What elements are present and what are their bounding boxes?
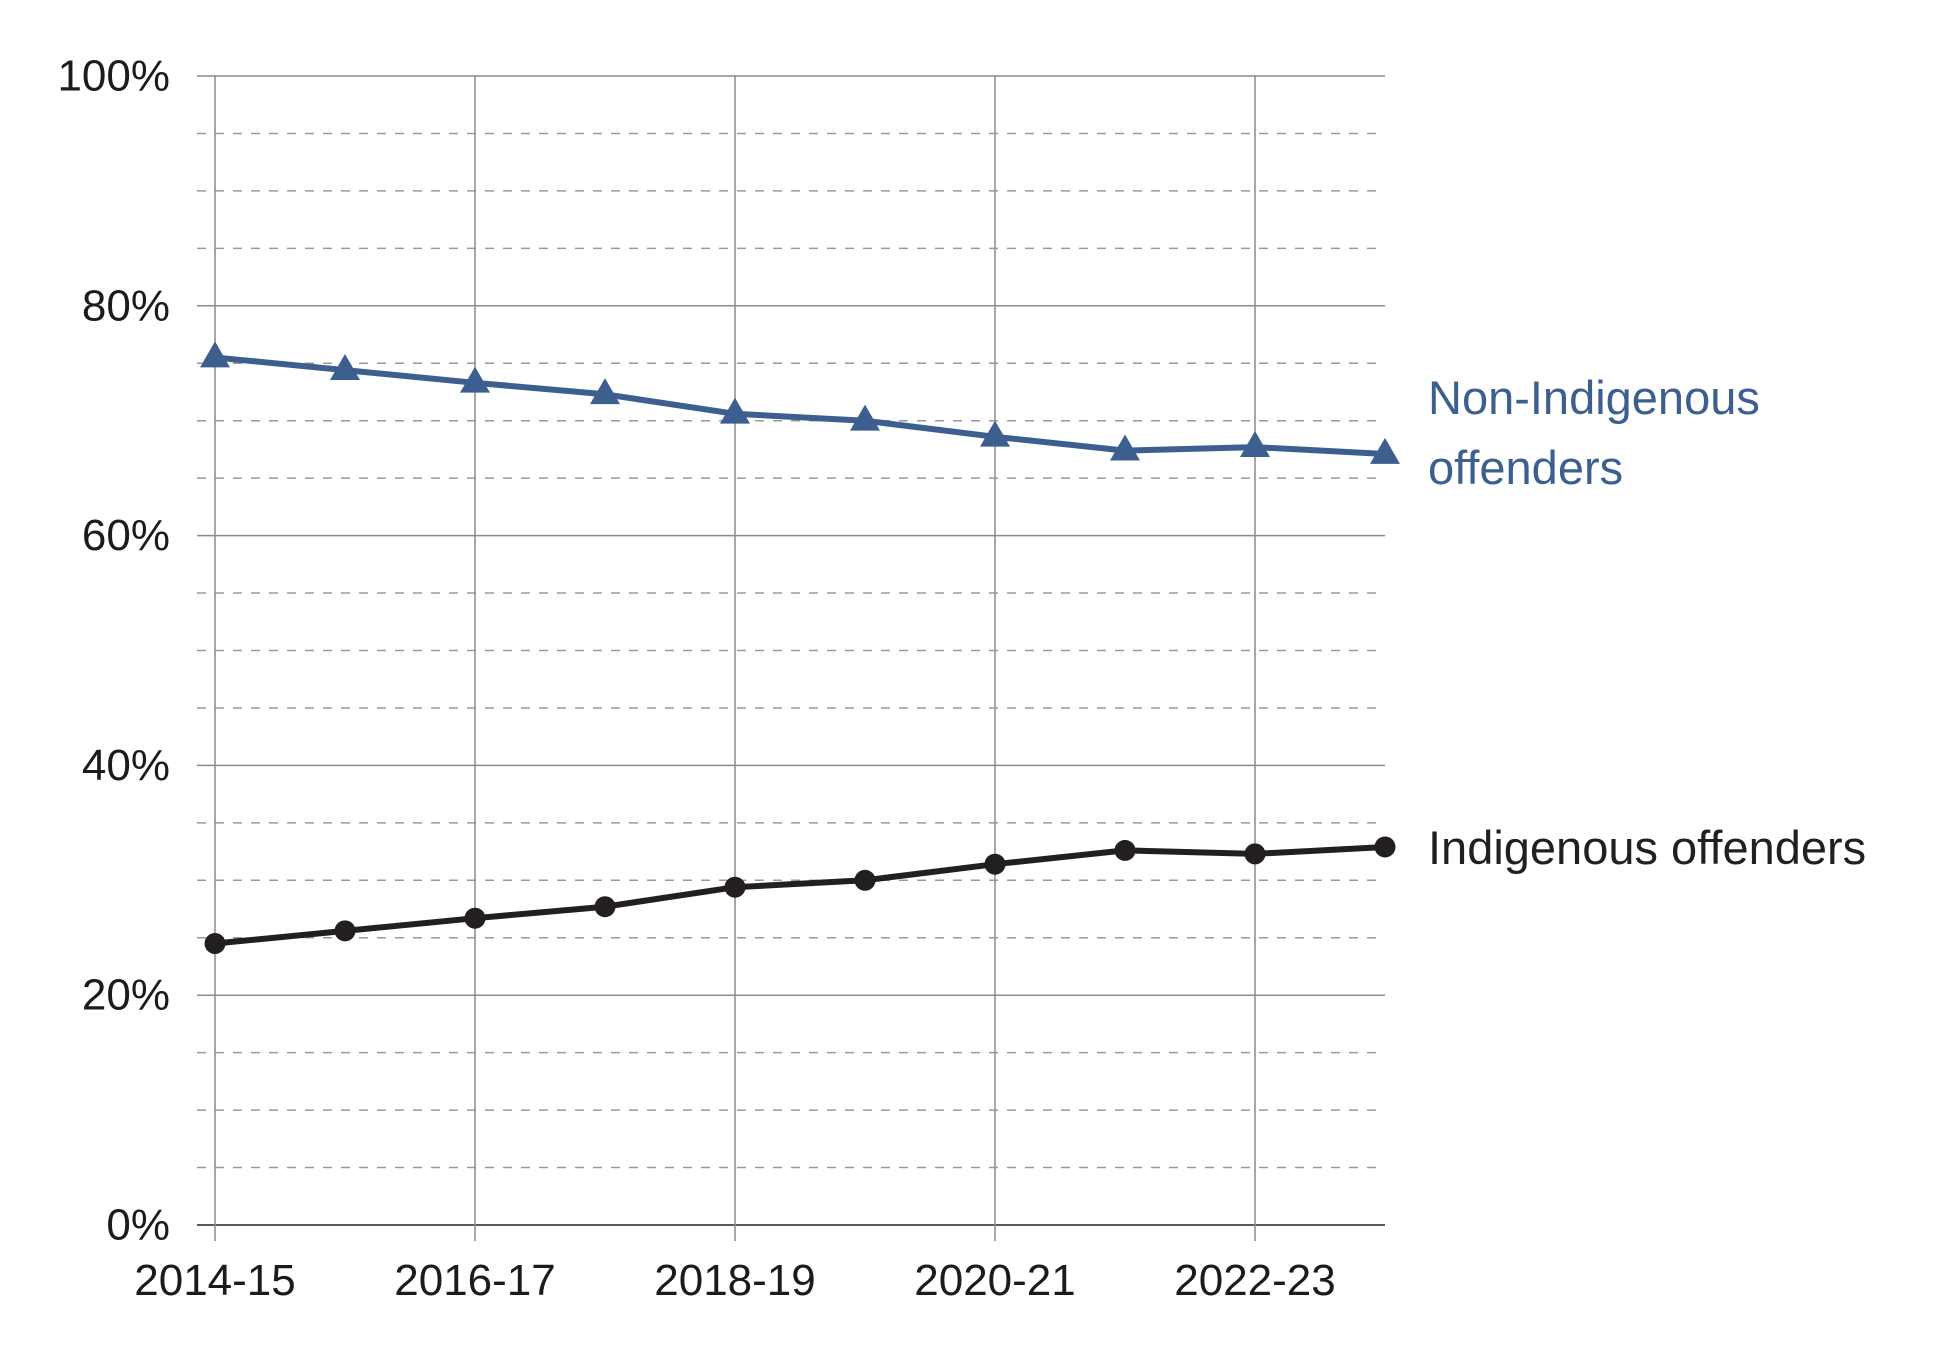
data-point-triangle	[1240, 431, 1270, 458]
data-point-triangle	[720, 397, 750, 424]
x-tick-label: 2020-21	[914, 1256, 1075, 1305]
series-line-0	[212, 354, 1388, 457]
data-point-circle	[1244, 843, 1266, 865]
data-point-triangle	[590, 378, 620, 405]
data-point-triangle	[200, 341, 230, 368]
x-tick-label: 2022-23	[1174, 1256, 1335, 1305]
data-point-circle	[724, 876, 746, 898]
data-point-triangle	[330, 354, 360, 381]
y-tick-label: 80%	[82, 281, 170, 330]
series-line-1	[212, 844, 1388, 947]
series-label-1: Indigenous offenders	[1428, 820, 1866, 873]
series-label-0: Non-Indigenous offenders	[1428, 371, 1760, 494]
y-tick-label: 60%	[82, 511, 170, 560]
x-tick-label: 2018-19	[654, 1256, 815, 1305]
data-point-triangle	[460, 366, 490, 393]
data-point-triangle	[850, 404, 880, 431]
data-point-circle	[204, 932, 226, 954]
data-point-triangle	[980, 420, 1010, 447]
data-point-circle	[594, 896, 616, 918]
x-tick-label: 2014-15	[134, 1256, 295, 1305]
data-point-circle	[854, 869, 876, 891]
data-point-circle	[334, 920, 356, 942]
data-point-triangle	[1370, 437, 1400, 464]
y-tick-label: 20%	[82, 971, 170, 1020]
data-point-circle	[1374, 836, 1396, 858]
data-point-circle	[984, 853, 1006, 875]
y-tick-label: 40%	[82, 741, 170, 790]
data-point-circle	[1114, 839, 1136, 861]
data-point-triangle	[1110, 434, 1140, 461]
y-tick-label: 0%	[106, 1201, 170, 1250]
y-tick-label: 100%	[57, 52, 170, 101]
x-tick-label: 2016-17	[394, 1256, 555, 1305]
data-point-circle	[464, 907, 486, 929]
